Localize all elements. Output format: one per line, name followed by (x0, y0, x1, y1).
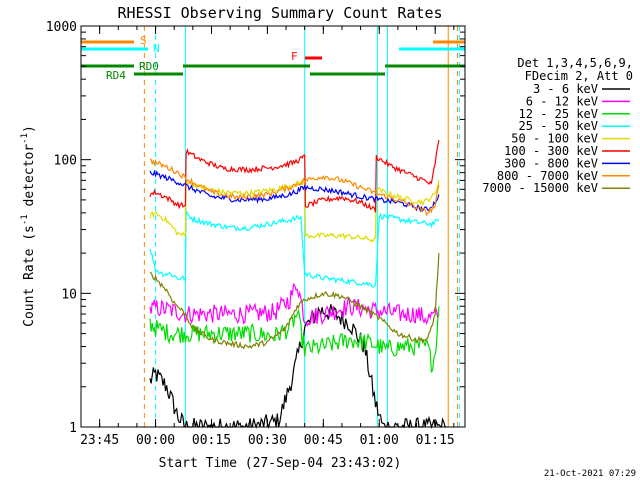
series-line-3 (149, 210, 439, 288)
legend-label-7: 800 - 7000 keV (497, 169, 598, 183)
series-line-0 (149, 304, 447, 430)
legend-label-0: 3 - 6 keV (533, 82, 598, 96)
y-axis-label-part-3: ) (22, 125, 37, 133)
annotation-labels: S N F RD0 RD4 (106, 34, 298, 82)
legend: Det 1,3,4,5,6,9, FDecim 2, Att 0 3 - 6 k… (482, 56, 633, 195)
series-line-8 (149, 253, 440, 350)
x-axis-label: Start Time (27-Sep-04 23:43:02) (159, 456, 402, 471)
legend-label-1: 6 - 12 keV (526, 94, 598, 108)
x-tick-label-5: 01:00 (360, 433, 399, 448)
annotation-s: S (140, 34, 147, 47)
series-line-1 (149, 282, 440, 327)
state-bars (81, 40, 465, 76)
legend-label-6: 300 - 800 keV (504, 156, 598, 170)
legend-header-1: Det 1,3,4,5,6,9, (517, 56, 633, 70)
x-tick-label-3: 00:30 (248, 433, 287, 448)
x-tick-label-2: 00:15 (192, 433, 231, 448)
x-tick-label-6: 01:15 (416, 433, 455, 448)
annotation-f: F (291, 50, 298, 63)
y-axis-label-part-1: Count Rate (s (22, 225, 37, 327)
series-line-5 (149, 139, 440, 213)
legend-header-2: FDecim 2, Att 0 (525, 69, 633, 83)
legend-label-5: 100 - 300 keV (504, 144, 598, 158)
footer-date: 21-Oct-2021 07:29 (544, 469, 636, 479)
series-lines (149, 139, 447, 430)
legend-label-3: 25 - 50 keV (519, 119, 598, 133)
y-axis-label-sup-1: -1 (20, 214, 30, 225)
legend-label-8: 7000 - 15000 keV (482, 181, 598, 195)
series-line-6 (149, 169, 440, 213)
annotation-n: N (153, 42, 160, 55)
x-tick-label-4: 00:45 (304, 433, 343, 448)
series-line-2 (149, 306, 440, 373)
series-line-7 (149, 158, 440, 217)
y-tick-label-3: 1000 (46, 20, 77, 35)
annotation-rd0: RD0 (139, 60, 159, 73)
y-tick-label-1: 10 (61, 287, 77, 302)
legend-label-4: 50 - 100 keV (511, 132, 598, 146)
y-tick-label-0: 1 (69, 421, 77, 436)
x-tick-label-1: 00:00 (136, 433, 175, 448)
x-tick-label-0: 23:45 (80, 433, 119, 448)
legend-label-2: 12 - 25 keV (519, 107, 598, 121)
y-axis-label-part-2: detector (22, 144, 37, 215)
axis-ticks: 23:45 00:00 00:15 00:30 00:45 01:00 01:15 1 10 10… (46, 20, 465, 448)
annotation-rd4: RD4 (106, 69, 126, 82)
chart-title: RHESSI Observing Summary Count Rates (117, 4, 442, 22)
plot-frame (80, 25, 466, 428)
y-axis-label-sup-2: -1 (20, 133, 30, 144)
series-line-4 (149, 178, 440, 243)
y-axis-label: Count Rate (s-1 detector-1) (20, 125, 37, 327)
y-tick-label-2: 100 (54, 154, 77, 169)
